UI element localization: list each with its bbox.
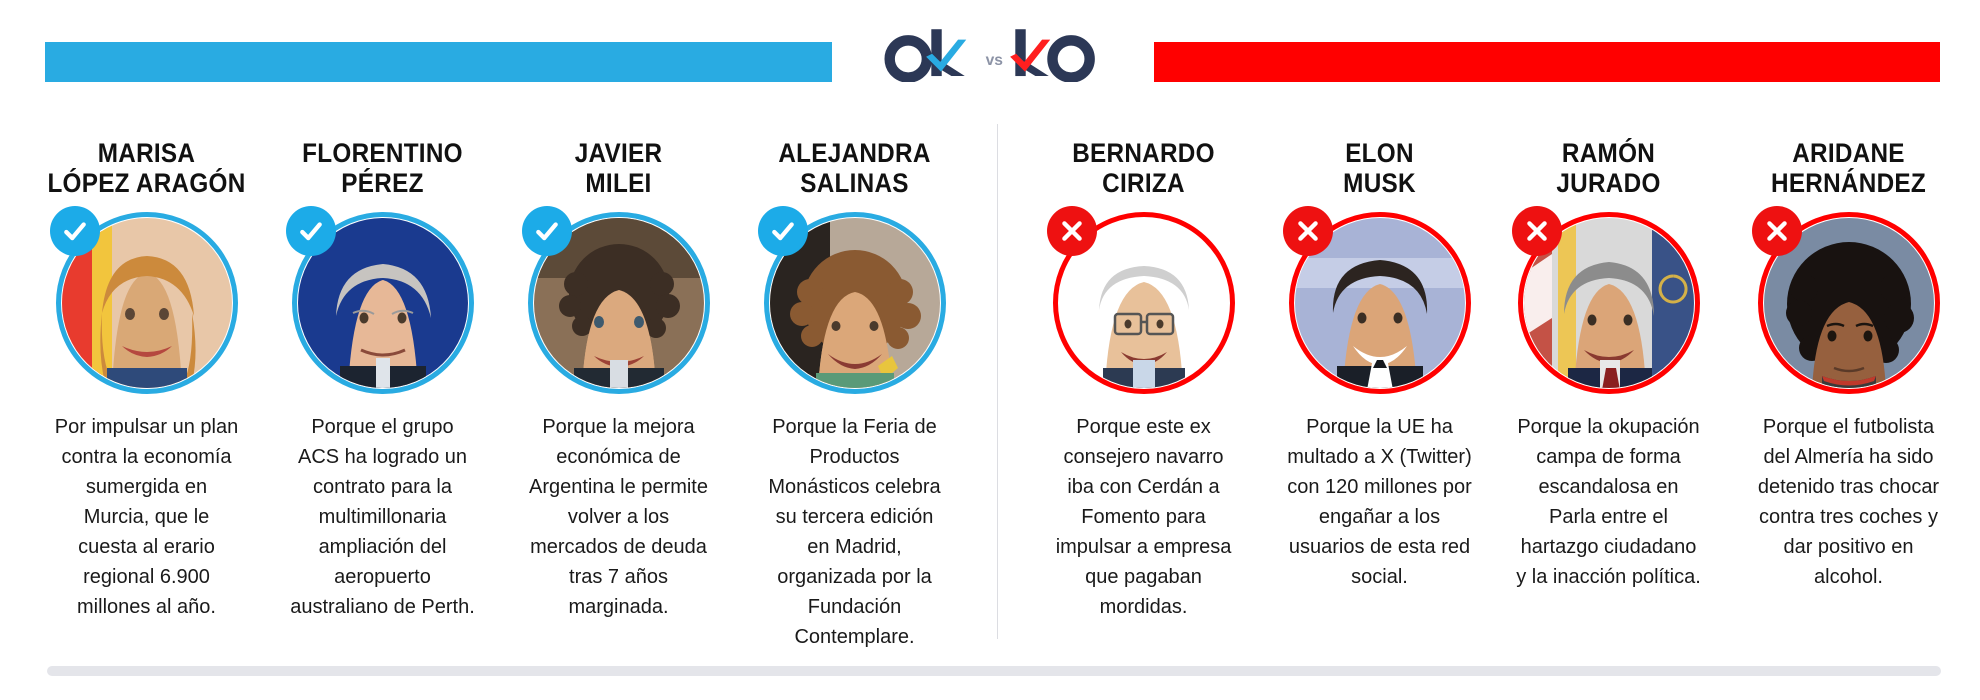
svg-text:vs: vs (986, 52, 1004, 69)
